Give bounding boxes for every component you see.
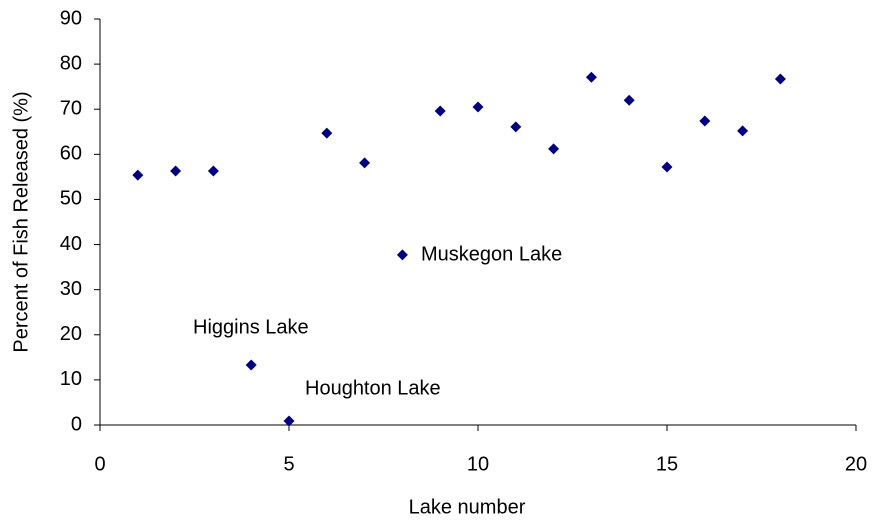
y-tick-label: 10	[60, 368, 82, 390]
point	[774, 73, 786, 85]
y-tick-label: 30	[60, 278, 82, 300]
x-tick-label: 10	[467, 453, 489, 475]
annotation: Muskegon Lake	[421, 243, 562, 265]
point	[623, 94, 635, 106]
point	[661, 161, 673, 173]
point	[207, 165, 219, 177]
y-tick-label: 0	[71, 413, 82, 435]
y-tick-label: 70	[60, 98, 82, 120]
point	[510, 121, 522, 133]
point	[396, 249, 408, 261]
point	[585, 71, 597, 83]
x-tick-label: 15	[656, 453, 678, 475]
point	[170, 165, 182, 177]
point	[434, 105, 446, 117]
point	[699, 115, 711, 127]
point	[132, 169, 144, 181]
y-tick-label: 50	[60, 188, 82, 210]
point	[548, 143, 560, 155]
point	[321, 127, 333, 139]
annotation: Higgins Lake	[193, 316, 309, 338]
point	[737, 125, 749, 137]
y-tick-label: 90	[60, 7, 82, 29]
point	[283, 415, 295, 427]
y-tick-label: 60	[60, 143, 82, 165]
annotation: Houghton Lake	[305, 377, 441, 399]
x-tick-label: 0	[94, 453, 105, 475]
x-tick-label: 20	[845, 453, 867, 475]
x-axis-label: Lake number	[409, 496, 526, 518]
y-tick-label: 20	[60, 323, 82, 345]
point	[472, 101, 484, 113]
y-tick-label: 40	[60, 233, 82, 255]
y-axis-label: Percent of Fish Released (%)	[10, 91, 32, 352]
x-tick-label: 5	[283, 453, 294, 475]
point	[245, 359, 257, 371]
point	[359, 157, 371, 169]
y-tick-label: 80	[60, 52, 82, 74]
